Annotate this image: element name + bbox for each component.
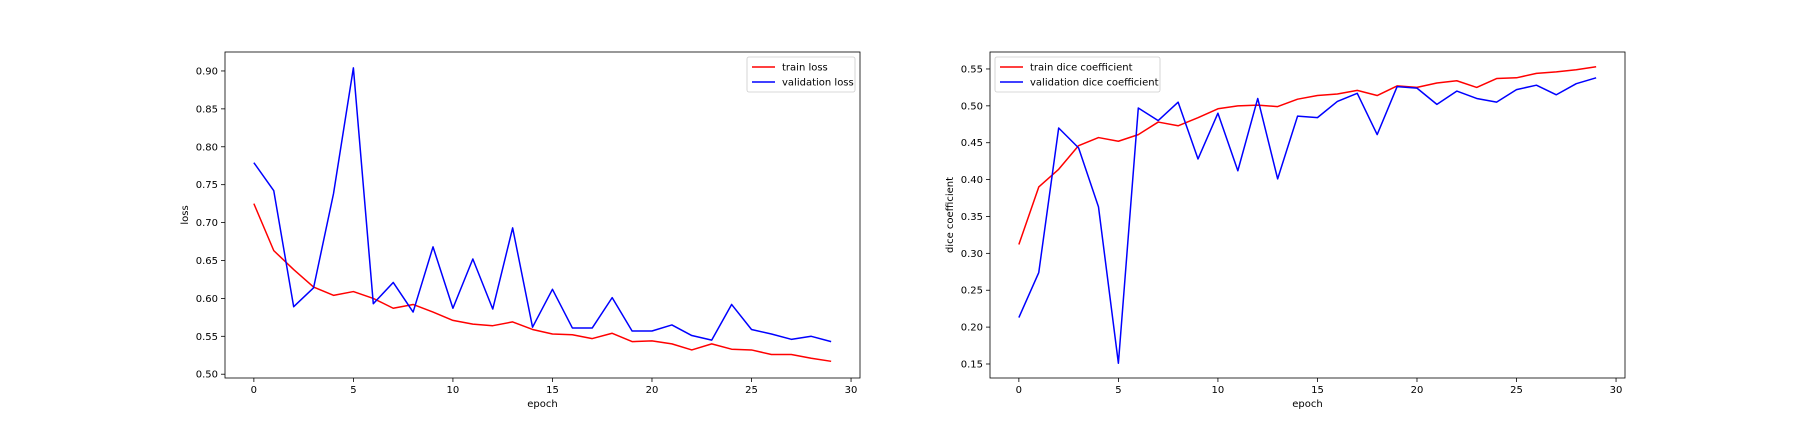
y-tick-label: 0.40 bbox=[961, 175, 983, 186]
y-tick-label: 0.30 bbox=[961, 249, 983, 260]
y-tick-label: 0.35 bbox=[961, 212, 983, 223]
y-tick-label: 0.80 bbox=[196, 142, 218, 153]
plot-frame bbox=[989, 51, 1626, 379]
legend-label-2: validation loss bbox=[782, 78, 854, 89]
plot-frame bbox=[224, 51, 861, 379]
legend-label-1: train loss bbox=[782, 63, 828, 74]
y-tick-label: 0.50 bbox=[196, 370, 218, 381]
x-tick-label: 0 bbox=[1016, 385, 1022, 396]
y-tick-label: 0.65 bbox=[196, 256, 218, 267]
y-tick-label: 0.70 bbox=[196, 218, 218, 229]
x-tick-label: 5 bbox=[350, 385, 356, 396]
x-axis-label: epoch bbox=[1292, 399, 1322, 410]
y-tick-label: 0.20 bbox=[961, 323, 983, 334]
legend-label-1: train dice coefficient bbox=[1030, 63, 1133, 74]
x-axis-label: epoch bbox=[527, 399, 557, 410]
x-tick-label: 5 bbox=[1115, 385, 1121, 396]
legend-box bbox=[994, 56, 1161, 93]
y-tick-label: 0.75 bbox=[196, 180, 218, 191]
y-tick-label: 0.50 bbox=[961, 101, 983, 112]
series-line-2 bbox=[1018, 77, 1597, 364]
legend-label-2: validation dice coefficient bbox=[1030, 78, 1159, 89]
y-tick-label: 0.15 bbox=[961, 359, 983, 370]
x-tick-label: 10 bbox=[447, 385, 460, 396]
series-line-1 bbox=[1018, 66, 1597, 245]
x-tick-label: 0 bbox=[251, 385, 257, 396]
y-tick-label: 0.45 bbox=[961, 138, 983, 149]
x-tick-label: 20 bbox=[646, 385, 659, 396]
legend: train dice coefficient validation dice co… bbox=[994, 56, 1161, 93]
x-tick-label: 30 bbox=[1610, 385, 1623, 396]
y-tick-label: 0.90 bbox=[196, 66, 218, 77]
x-tick-label: 30 bbox=[845, 385, 858, 396]
x-tick-label: 15 bbox=[1311, 385, 1324, 396]
legend: train loss validation loss bbox=[746, 56, 856, 93]
y-tick-label: 0.60 bbox=[196, 294, 218, 305]
x-tick-label: 25 bbox=[745, 385, 758, 396]
y-tick-label: 0.25 bbox=[961, 286, 983, 297]
y-tick-label: 0.55 bbox=[961, 64, 983, 75]
y-axis-label: dice coefficient bbox=[945, 177, 956, 253]
y-axis-label: loss bbox=[180, 205, 191, 224]
x-tick-label: 20 bbox=[1411, 385, 1424, 396]
legend-box bbox=[746, 56, 856, 93]
y-tick-label: 0.55 bbox=[196, 332, 218, 343]
x-tick-label: 15 bbox=[546, 385, 559, 396]
y-tick-label: 0.85 bbox=[196, 104, 218, 115]
x-tick-label: 25 bbox=[1510, 385, 1523, 396]
chart-1: 0 5 10 15 20 25 30 0.50 0.55 0.60 0.65 0.70 0.75 0.80… bbox=[180, 51, 861, 410]
x-tick-label: 10 bbox=[1212, 385, 1225, 396]
series-line-1 bbox=[253, 203, 832, 363]
series-line-2 bbox=[253, 67, 832, 343]
chart-2: 0 5 10 15 20 25 30 0.15 0.20 0.25 0.30 0.35 0.40 0.45… bbox=[945, 51, 1626, 410]
